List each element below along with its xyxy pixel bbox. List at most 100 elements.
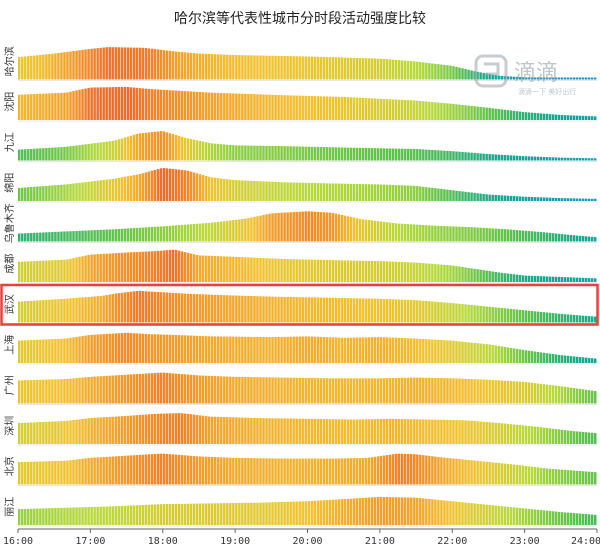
activity-bar [301, 336, 304, 363]
activity-bar [512, 155, 516, 161]
activity-bar [81, 182, 84, 201]
activity-bar [364, 147, 368, 161]
activity-bar [138, 251, 142, 282]
activity-bar [301, 56, 304, 80]
activity-bar [90, 87, 93, 120]
activity-bar [96, 334, 99, 363]
activity-bar [168, 454, 172, 485]
activity-bar [39, 93, 42, 120]
activity-bar [461, 191, 464, 201]
activity-bar [274, 336, 277, 363]
activity-bar [461, 378, 464, 404]
activity-bar [385, 337, 389, 363]
activity-bar [473, 342, 476, 363]
activity-bar [75, 378, 78, 404]
activity-bar [382, 418, 386, 444]
activity-bar [60, 338, 63, 363]
activity-bar [385, 418, 389, 444]
activity-bar [361, 457, 365, 485]
activity-bar [557, 114, 561, 120]
activity-bar [265, 418, 268, 444]
activity-bar [343, 183, 347, 201]
activity-bar [42, 508, 45, 525]
activity-bar [470, 152, 473, 161]
activity-bar [295, 146, 298, 161]
activity-bar [198, 335, 202, 363]
activity-bar [174, 135, 178, 161]
activity-bar [539, 276, 543, 282]
activity-bar [455, 458, 458, 485]
activity-bar [253, 417, 256, 444]
activity-bar [207, 375, 211, 404]
activity-bar [422, 377, 425, 404]
activity-bar [177, 51, 181, 80]
activity-bar [36, 422, 39, 444]
activity-bar [361, 337, 365, 363]
activity-bar [425, 419, 428, 444]
activity-bar [217, 294, 220, 323]
activity-bar [78, 297, 81, 323]
activity-bar [241, 180, 244, 201]
activity-bar [69, 258, 72, 283]
activity-bar [491, 345, 494, 363]
activity-bar [527, 425, 531, 444]
activity-bar [488, 462, 491, 485]
activity-bar [485, 306, 488, 323]
activity-bar [150, 373, 154, 404]
activity-bar [554, 313, 558, 323]
activity-bar [90, 296, 93, 323]
activity-bar [250, 94, 253, 120]
activity-bar [99, 229, 102, 242]
activity-bar [349, 378, 353, 404]
activity-bar [422, 225, 425, 242]
activity-bar [349, 147, 353, 161]
activity-bar [102, 334, 105, 363]
activity-bar [322, 297, 326, 323]
activity-bar [159, 413, 163, 445]
activity-bar [244, 502, 247, 525]
activity-bar [307, 336, 310, 363]
activity-bar [60, 231, 63, 242]
activity-bar [105, 333, 108, 363]
activity-bar [156, 453, 160, 485]
activity-bar [352, 378, 356, 404]
activity-bar [440, 102, 443, 120]
activity-bar [410, 61, 413, 80]
activity-bar [111, 140, 114, 161]
activity-bar [358, 260, 362, 282]
activity-bar [385, 99, 389, 120]
activity-bar [126, 47, 130, 80]
activity-bar [57, 231, 60, 242]
activity-bar [30, 461, 33, 485]
activity-bar [204, 416, 208, 444]
activity-bar [524, 310, 528, 323]
activity-bar [319, 212, 323, 242]
activity-bar [247, 145, 250, 161]
activity-bar [515, 381, 519, 404]
activity-bar [500, 380, 503, 404]
activity-bar [361, 97, 365, 121]
activity-bar [165, 168, 169, 201]
activity-bar [593, 358, 597, 363]
activity-bar [319, 259, 323, 282]
activity-bar [165, 372, 169, 404]
activity-bar [126, 136, 130, 161]
activity-bar [241, 502, 244, 525]
activity-bar [226, 503, 229, 525]
activity-bar [358, 218, 362, 242]
activity-bar [280, 377, 283, 404]
activity-bar [220, 221, 223, 242]
activity-bar [117, 456, 120, 485]
activity-bar [81, 230, 84, 242]
activity-bar [60, 299, 63, 323]
activity-bar [545, 468, 549, 485]
activity-bar [473, 503, 476, 525]
activity-bar [316, 146, 320, 161]
activity-bar [548, 276, 552, 282]
activity-bar [419, 338, 422, 363]
activity-bar [310, 336, 313, 363]
activity-bar [397, 60, 401, 80]
activity-bar [545, 232, 549, 242]
activity-bar [376, 184, 380, 201]
activity-bar [358, 378, 362, 404]
